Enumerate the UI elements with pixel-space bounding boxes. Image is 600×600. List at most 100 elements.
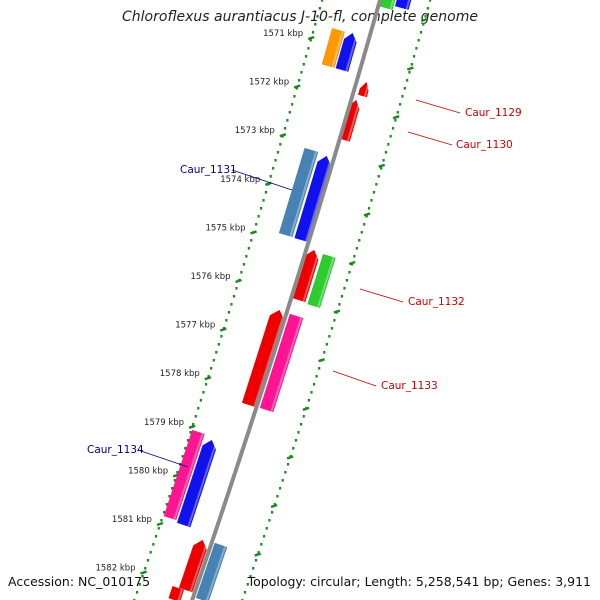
ruler-dot: [305, 55, 308, 58]
gene-label-leader: [137, 449, 189, 468]
ruler-dot: [382, 159, 385, 162]
ruler-dot: [176, 471, 179, 474]
gene-feature[interactable]: [394, 0, 412, 11]
inner-tick: [286, 455, 294, 460]
ruler-dot: [338, 303, 341, 306]
ruler-dot: [302, 63, 305, 66]
ruler-dot: [417, 39, 420, 42]
ruler-dot: [415, 47, 418, 50]
gene-feature[interactable]: [168, 585, 185, 600]
ruler-dot: [343, 287, 346, 290]
ruler-dot: [353, 255, 356, 258]
ruler-dot: [288, 111, 291, 114]
gene-feature[interactable]: [259, 313, 304, 413]
kbp-label: 1573 kbp: [235, 126, 275, 136]
gene-feature[interactable]: [291, 249, 319, 303]
kbp-label: 1582 kbp: [95, 564, 135, 574]
ruler-dot: [348, 271, 351, 274]
ruler-dot: [243, 591, 247, 594]
accession-label: Accession: NC_010175: [8, 574, 151, 589]
kbp-label: 1571 kbp: [263, 29, 303, 39]
ruler-dot: [318, 7, 321, 10]
ruler-dot: [399, 103, 402, 106]
ruler-dot: [260, 543, 263, 546]
inner-tick: [420, 17, 428, 23]
kbp-tick: [156, 521, 164, 527]
gene-label[interactable]: Caur_1131: [180, 164, 237, 176]
gene-feature[interactable]: [321, 27, 346, 69]
ruler-dot: [254, 559, 258, 562]
feature-highlight: [346, 100, 361, 142]
ruler-dot: [160, 519, 163, 522]
genome-backbone: [190, 0, 383, 600]
ruler-dot: [295, 87, 298, 90]
ruler-dot: [394, 119, 397, 122]
feature-highlight: [253, 311, 286, 408]
gene-label[interactable]: Caur_1134: [87, 444, 144, 456]
ruler-dot: [283, 127, 287, 130]
kbp-tick: [307, 35, 315, 41]
kbp-tick: [293, 84, 301, 89]
ruler-dot: [262, 199, 265, 202]
ruler-dot: [146, 559, 150, 562]
gene-label[interactable]: Caur_1130: [456, 139, 513, 151]
gene-labels: Caur_1129 Caur_1130 Caur_1131 Caur_1132 Caur…: [87, 99, 522, 468]
feature-highlight: [305, 157, 333, 242]
ruler-dot: [377, 175, 380, 178]
ruler-dot: [204, 383, 208, 386]
ruler-dot: [307, 399, 310, 402]
gene-feature[interactable]: [278, 147, 319, 238]
gene-feature[interactable]: [163, 429, 205, 521]
ruler-dot: [389, 135, 392, 138]
ruler-dot: [297, 431, 300, 434]
feature-highlight: [189, 541, 209, 592]
ruler-dot: [217, 343, 220, 346]
genome-summary: Topology: circular; Length: 5,258,541 bp…: [247, 574, 591, 589]
ruler-dot: [328, 335, 331, 338]
ruler-dot: [375, 183, 378, 186]
ruler-dot: [163, 511, 166, 514]
feature-highlight: [173, 433, 204, 520]
ruler-dot: [157, 527, 160, 530]
ruler-dot: [271, 511, 274, 514]
ruler-dot: [406, 79, 409, 82]
kbp-label: 1575 kbp: [205, 223, 245, 233]
ruler-dot: [323, 351, 326, 354]
ruler-dot: [170, 487, 174, 490]
ruler-dot: [138, 583, 141, 586]
gene-feature[interactable]: [195, 542, 228, 600]
feature-highlight: [187, 441, 218, 527]
ruler-dot: [144, 567, 147, 570]
ruler-dot: [330, 327, 333, 330]
ruler-dot: [181, 455, 184, 458]
ruler-dot: [372, 191, 376, 194]
ruler-dot: [367, 207, 371, 210]
gene-label[interactable]: Caur_1133: [381, 380, 438, 392]
gene-feature[interactable]: [357, 81, 369, 98]
gene-feature[interactable]: [307, 253, 336, 309]
kbp-label: 1578 kbp: [160, 369, 200, 379]
gene-feature[interactable]: [178, 539, 207, 593]
kbp-label: 1577 kbp: [175, 321, 215, 331]
ruler-dot: [281, 479, 284, 482]
ruler-dot: [252, 567, 255, 570]
kbp-label: 1576 kbp: [190, 272, 230, 282]
gene-label-leader: [332, 370, 377, 387]
ruler-dot: [184, 447, 187, 450]
ruler-dot: [192, 423, 195, 426]
gene-label[interactable]: Caur_1129: [465, 107, 522, 119]
ruler-dot: [210, 367, 213, 370]
ruler-dot: [391, 127, 395, 130]
ruler-dot: [355, 247, 358, 250]
inner-tick: [348, 260, 356, 266]
ruler-dot: [286, 119, 289, 122]
ruler-dot: [419, 31, 423, 34]
inner-tick: [318, 358, 325, 363]
gene-label[interactable]: Caur_1132: [408, 296, 465, 308]
ruler-dot: [292, 447, 295, 450]
ruler-dot: [401, 95, 404, 98]
inner-tick: [254, 552, 262, 557]
gene-feature[interactable]: [335, 32, 357, 73]
gene-feature[interactable]: [176, 439, 217, 528]
ruler-dot: [165, 503, 168, 506]
